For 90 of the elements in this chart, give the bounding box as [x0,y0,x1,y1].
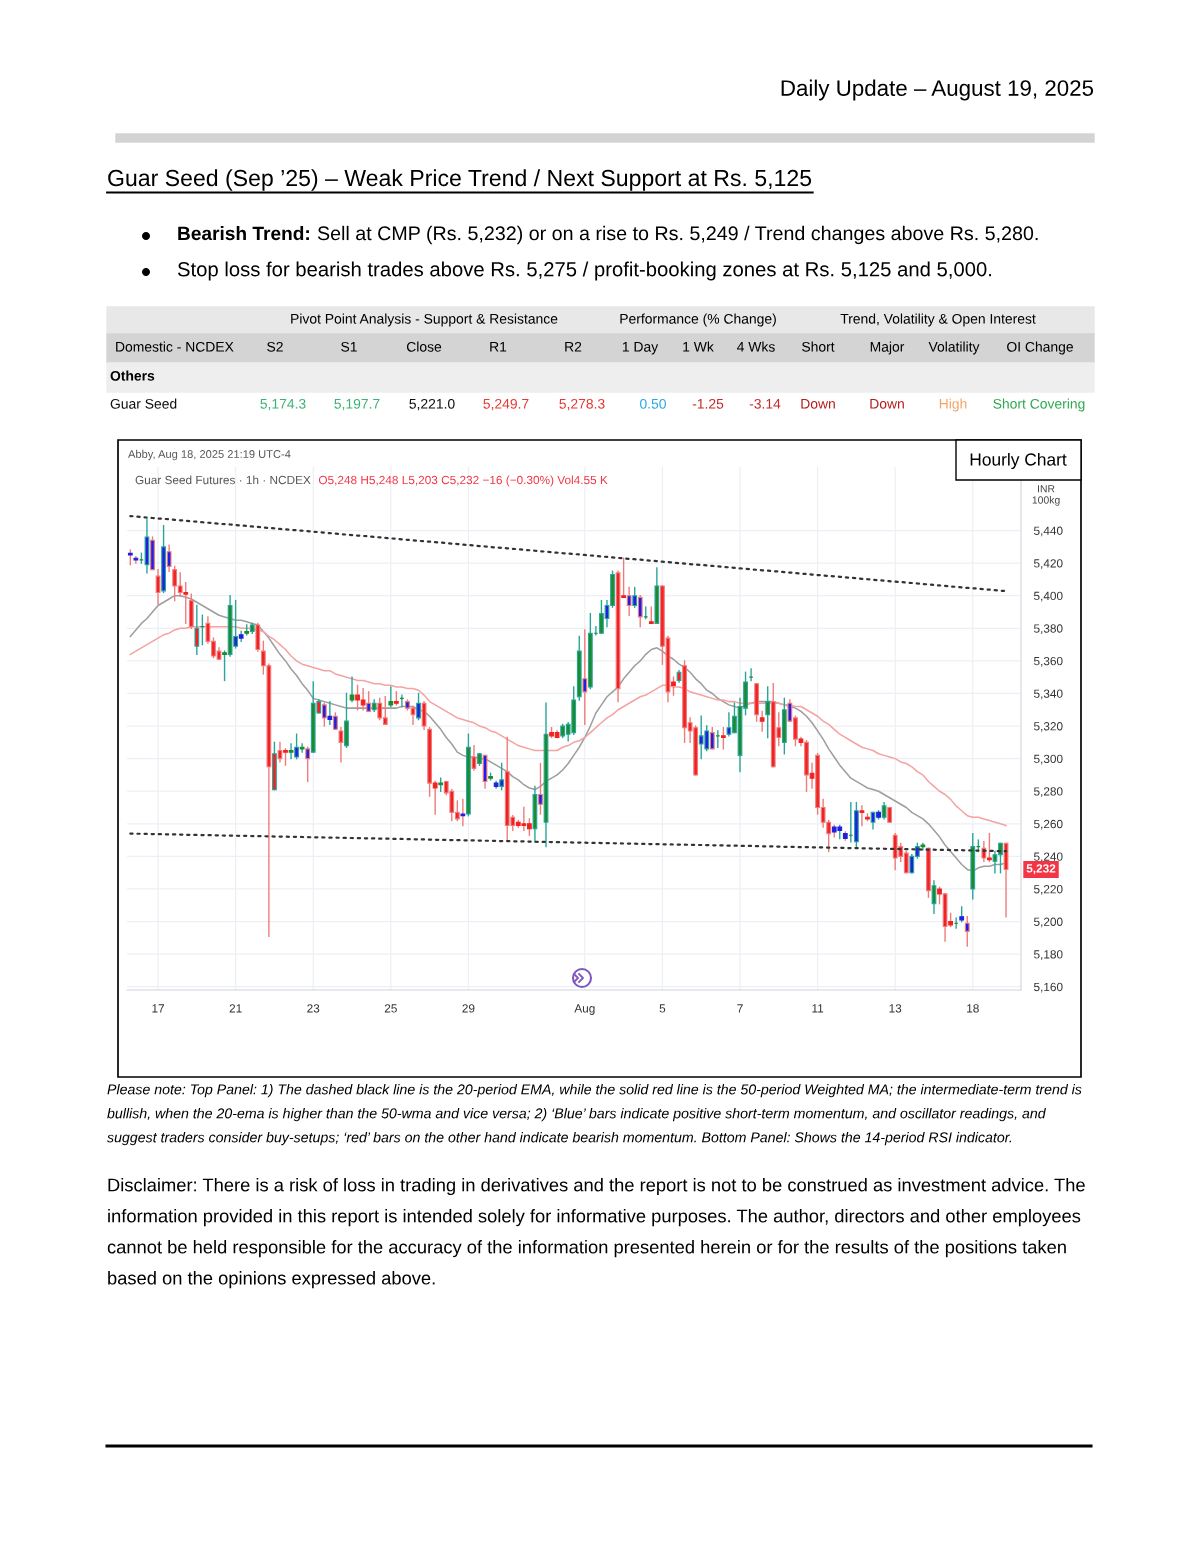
text: Short Covering [993,398,1085,412]
x-tick-label: Aug [574,1004,595,1015]
text: 5,174.3 [260,398,306,411]
x-tick-label: 11 [812,1004,824,1013]
text: Close [406,341,442,352]
text: S1 [341,341,357,352]
text: -1.25 [692,398,724,409]
text: Please note: Top Panel: 1) The dashed black line is the 20-period EMA, while the solid red line is the 50-period Weighted MA; the intermediate-term trend is bullish, when the 20-ema is higher than the 50-wma and vice versa; 2) ‘Blue’ bars indicate positive short-term momentum, and oscillator readings, and suggest traders consider buy-setups; ‘red’ bars on the other hand indicate bearish momentum. Bottom Panel: Shows the 14-period RSI indicator. [107,1084,1082,1146]
y-tick-label: 5,200 [1033,917,1063,928]
candlestick [421,700,427,731]
annotation: Hourly Chart [970,452,1067,470]
text: Sell at CMP (Rs. 5,232) or on a rise to Rs. 5,249 / Trend changes above Rs. 5,280. [317,225,1038,245]
candlestick [964,915,970,947]
text: Trend, Volatility & Open Interest [840,313,1036,327]
text: 4 Wks [737,341,775,352]
candlestick [155,568,161,605]
text: 1 Day [622,342,659,355]
candlestick [765,686,771,739]
text: OI Change [1007,341,1073,355]
x-tick-label: 29 [462,1004,475,1013]
candlestick [294,733,299,760]
y-tick-label: 5,160 [1033,982,1063,993]
text: Down [801,399,835,409]
y-tick-label: 5,400 [1033,591,1063,602]
text: 5,249.7 [483,398,529,411]
text: 5,278.3 [559,398,605,411]
y-tick-label: 5,180 [1033,950,1063,960]
candlestick [759,710,765,732]
x-tick-label: 13 [889,1004,902,1013]
text: 5,197.7 [334,398,380,411]
text: R1 [490,342,507,352]
candlestick [305,746,311,783]
x-tick-label: 25 [384,1004,397,1013]
x-tick-label: 5 [659,1004,666,1013]
text: Pivot Point Analysis - Support & Resistance [291,313,558,327]
text: High [939,398,967,412]
candlestick [720,726,726,750]
y-tick-label: 5,240 [1033,852,1063,863]
text: R2 [565,341,582,352]
text: Major [870,341,905,355]
candlestick [338,726,344,763]
candlestick [416,692,421,721]
y-axis-title: INR 100kg [1032,485,1060,506]
candlestick [859,805,865,827]
candlestick [349,676,355,703]
y-tick-label: 5,280 [1033,787,1063,798]
candlestick [388,686,394,708]
text: 5,221.0 [409,398,455,411]
line-series [129,514,1008,593]
x-tick-label: 17 [152,1004,165,1013]
candlestick [366,691,372,713]
candlestick [582,629,588,726]
text: Others [110,370,155,381]
text: Stop loss for bearish trades above Rs. 5,275 / profit-booking zones at Rs. 5,125 and 5,000. [177,261,992,281]
candlestick [471,744,477,771]
text: Abby, Aug 18, 2025 21:19 UTC-4 [128,449,291,461]
line-series [129,594,1007,872]
text: Daily Update – August 19, 2025 [781,79,1094,101]
chart-title: Guar Seed (Sep ’25) – Weak Price Trend / Next Support at Rs. 5,125 [108,169,812,191]
y-tick-label: 5,260 [1033,819,1063,830]
y-tick-label: 5,440 [1033,526,1063,537]
text: Guar Seed [110,398,177,409]
text: Short [802,341,835,352]
y-tick-label: 5,340 [1033,689,1063,700]
x-tick-label: 21 [229,1004,242,1013]
text: Down [870,399,904,409]
text: 5,232 [1026,864,1056,875]
candlestick [133,555,139,564]
y-tick-label: 5,320 [1033,722,1063,732]
text: 1 Wk [683,341,714,352]
text: S2 [267,341,283,352]
y-tick-label: 5,380 [1033,624,1063,635]
text: -3.14 [749,398,781,409]
annotation: O5,248 H5,248 L5,203 C5,232 −16 (−0.30%) Vol4.55 K [318,475,608,487]
y-tick-label: 5,360 [1033,656,1063,667]
x-tick-label: 23 [307,1004,320,1013]
text: Volatility [928,341,980,355]
text: Disclaimer: There is a risk of loss in trading in derivatives and the report is not to be construed as investment advice. The information provided in this report is intended solely for informative purposes. The author, directors and other employees cannot be held responsible for the accuracy of the information presented herein or for the results of the positions taken based on the opinions expressed above. [107,1178,1085,1289]
text: Domestic - NCDEX [116,341,234,352]
candlestick [538,762,543,815]
text: Bearish Trend: [178,226,309,241]
x-tick-label: 7 [737,1004,743,1013]
y-tick-label: 5,420 [1033,559,1063,569]
candlestick [194,604,200,656]
x-tick-label: 18 [967,1004,979,1013]
y-tick-label: 5,220 [1033,885,1063,895]
annotation: Guar Seed Futures · 1h · NCDEX [135,475,311,485]
text: Performance (% Change) [620,313,776,327]
text: 0.50 [640,398,666,409]
y-tick-label: 5,300 [1033,754,1063,765]
